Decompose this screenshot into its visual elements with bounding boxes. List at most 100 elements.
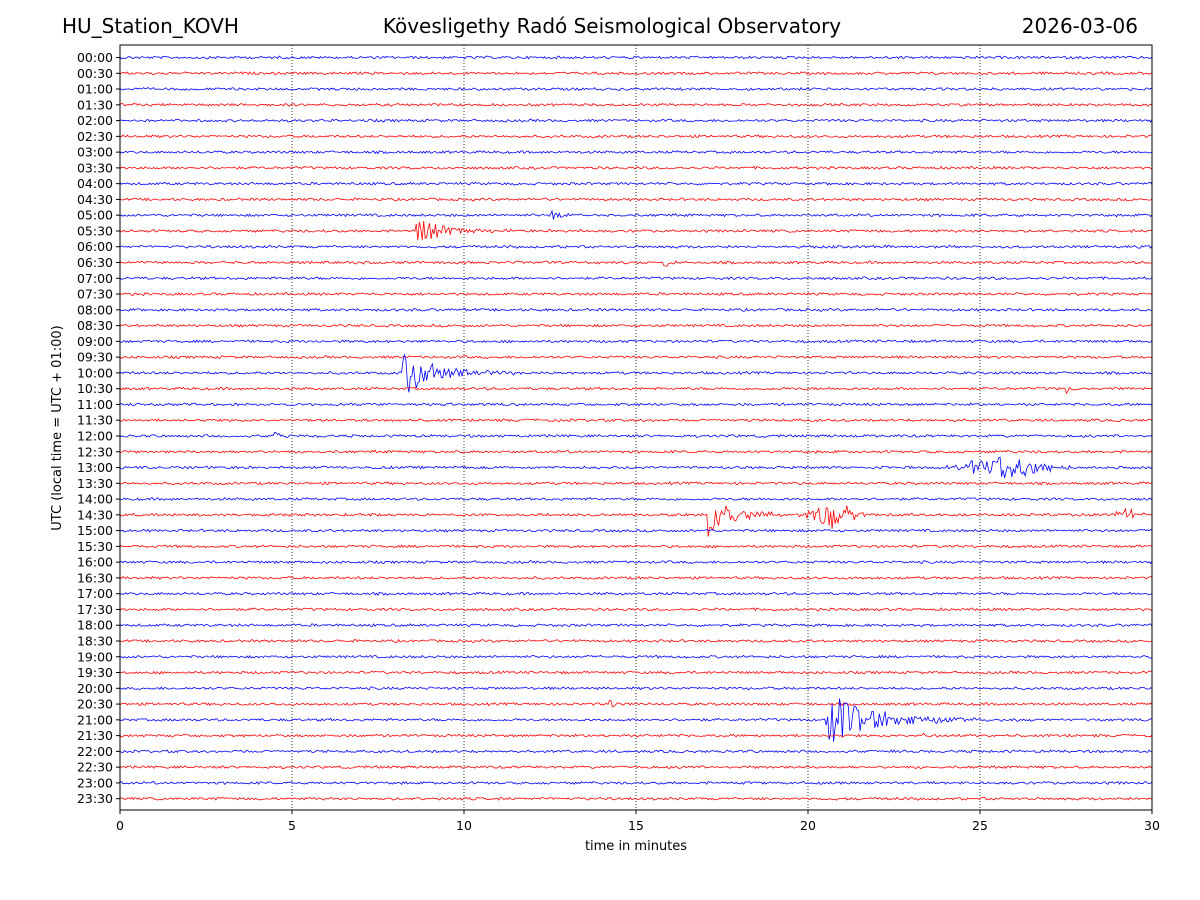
y-tick-label: 17:00: [77, 586, 113, 601]
y-tick-label: 07:30: [77, 287, 113, 302]
y-tick-label: 21:30: [77, 728, 113, 743]
y-tick-label: 11:00: [77, 397, 113, 412]
y-tick-label: 14:00: [77, 492, 113, 507]
trace-1400: [119, 496, 1153, 502]
trace-2000: [119, 686, 1153, 691]
date-title: 2026-03-06: [1021, 14, 1138, 38]
y-tick-label: 01:30: [77, 97, 113, 112]
trace-1330: [119, 481, 1153, 486]
trace-0430: [119, 197, 1153, 202]
y-tick-label: 08:00: [77, 302, 113, 317]
x-tick-label: 30: [1144, 818, 1160, 833]
trace-1530: [119, 544, 1153, 549]
trace-0130: [119, 102, 1153, 107]
trace-2230: [119, 765, 1153, 770]
trace-1130: [119, 418, 1153, 423]
trace-0600: [119, 244, 1153, 249]
y-tick-label: 12:00: [77, 428, 113, 443]
y-tick-label: 04:00: [77, 176, 113, 191]
y-tick-label: 20:00: [77, 681, 113, 696]
trace-0830: [119, 323, 1153, 328]
y-tick-label: 06:00: [77, 239, 113, 254]
y-tick-label: 22:00: [77, 744, 113, 759]
trace-0030: [119, 71, 1153, 76]
trace-1030: [119, 386, 1153, 395]
trace-2030: [119, 699, 1153, 708]
trace-0330: [119, 165, 1153, 170]
trace-1100: [119, 402, 1153, 407]
y-tick-label: 17:30: [77, 602, 113, 617]
y-tick-label: 05:00: [77, 208, 113, 223]
trace-1730: [119, 607, 1153, 612]
trace-0630: [119, 260, 1153, 267]
y-tick-label: 22:30: [77, 760, 113, 775]
trace-1300: [119, 456, 1153, 478]
station-title: HU_Station_KOVH: [62, 14, 239, 38]
y-tick-label: 08:30: [77, 318, 113, 333]
y-tick-label: 06:30: [77, 255, 113, 270]
y-tick-label: 19:00: [77, 649, 113, 664]
trace-0700: [119, 276, 1153, 281]
y-tick-label: 14:30: [77, 507, 113, 522]
trace-0930: [119, 355, 1152, 360]
trace-2300: [119, 780, 1153, 786]
x-tick-label: 20: [800, 818, 816, 833]
trace-0300: [119, 150, 1153, 155]
y-tick-label: 21:00: [77, 712, 113, 727]
y-tick-label: 00:00: [77, 50, 113, 65]
y-tick-label: 02:00: [77, 113, 113, 128]
y-tick-label: 09:30: [77, 350, 113, 365]
y-tick-label: 15:00: [77, 523, 113, 538]
x-tick-label: 5: [288, 818, 296, 833]
x-tick-label: 15: [628, 818, 644, 833]
y-tick-label: 18:30: [77, 633, 113, 648]
trace-1230: [119, 449, 1153, 454]
y-tick-label: 12:30: [77, 444, 113, 459]
y-tick-label: 01:00: [77, 82, 113, 97]
y-tick-label: 20:30: [77, 697, 113, 712]
observatory-title: Kövesligethy Radó Seismological Observat…: [382, 14, 842, 38]
trace-1800: [119, 623, 1153, 628]
y-tick-label: 23:30: [77, 791, 113, 806]
trace-1830: [119, 638, 1153, 644]
y-tick-label: 15:30: [77, 539, 113, 554]
y-tick-label: 02:30: [77, 129, 113, 144]
y-axis: 00:0000:3001:0001:3002:0002:3003:0003:30…: [77, 50, 120, 806]
trace-0900: [119, 339, 1153, 344]
trace-2100: [119, 698, 1153, 742]
trace-1200: [119, 431, 1153, 439]
trace-group: [119, 55, 1153, 801]
trace-1500: [119, 528, 1153, 533]
y-tick-label: 00:30: [77, 66, 113, 81]
y-tick-label: 16:00: [77, 555, 113, 570]
y-tick-label: 07:00: [77, 271, 113, 286]
trace-0100: [119, 86, 1153, 92]
x-axis: 0 5 10 15 20 25 30: [116, 810, 1160, 833]
trace-0230: [119, 134, 1153, 139]
y-tick-label: 09:00: [77, 334, 113, 349]
y-tick-label: 18:00: [77, 618, 113, 633]
x-tick-label: 10: [456, 818, 472, 833]
trace-0400: [119, 181, 1153, 186]
y-tick-label: 11:30: [77, 413, 113, 428]
trace-2130: [119, 732, 1153, 738]
trace-2330: [119, 796, 1153, 801]
grid-lines: [291, 45, 981, 810]
y-tick-label: 10:30: [77, 381, 113, 396]
y-tick-label: 04:30: [77, 192, 113, 207]
x-tick-label: 25: [972, 818, 988, 833]
y-axis-label: UTC (local time = UTC + 01:00): [50, 325, 65, 530]
y-tick-label: 13:30: [77, 476, 113, 491]
y-tick-label: 23:00: [77, 775, 113, 790]
trace-0800: [119, 307, 1153, 312]
y-tick-label: 16:30: [77, 570, 113, 585]
trace-1430: [119, 505, 1153, 537]
trace-0530: [119, 220, 1153, 241]
y-tick-label: 13:00: [77, 460, 113, 475]
y-tick-label: 05:30: [77, 223, 113, 238]
trace-0500: [119, 209, 1153, 220]
x-tick-label: 0: [116, 818, 124, 833]
trace-0200: [119, 118, 1153, 123]
trace-0730: [119, 291, 1153, 297]
